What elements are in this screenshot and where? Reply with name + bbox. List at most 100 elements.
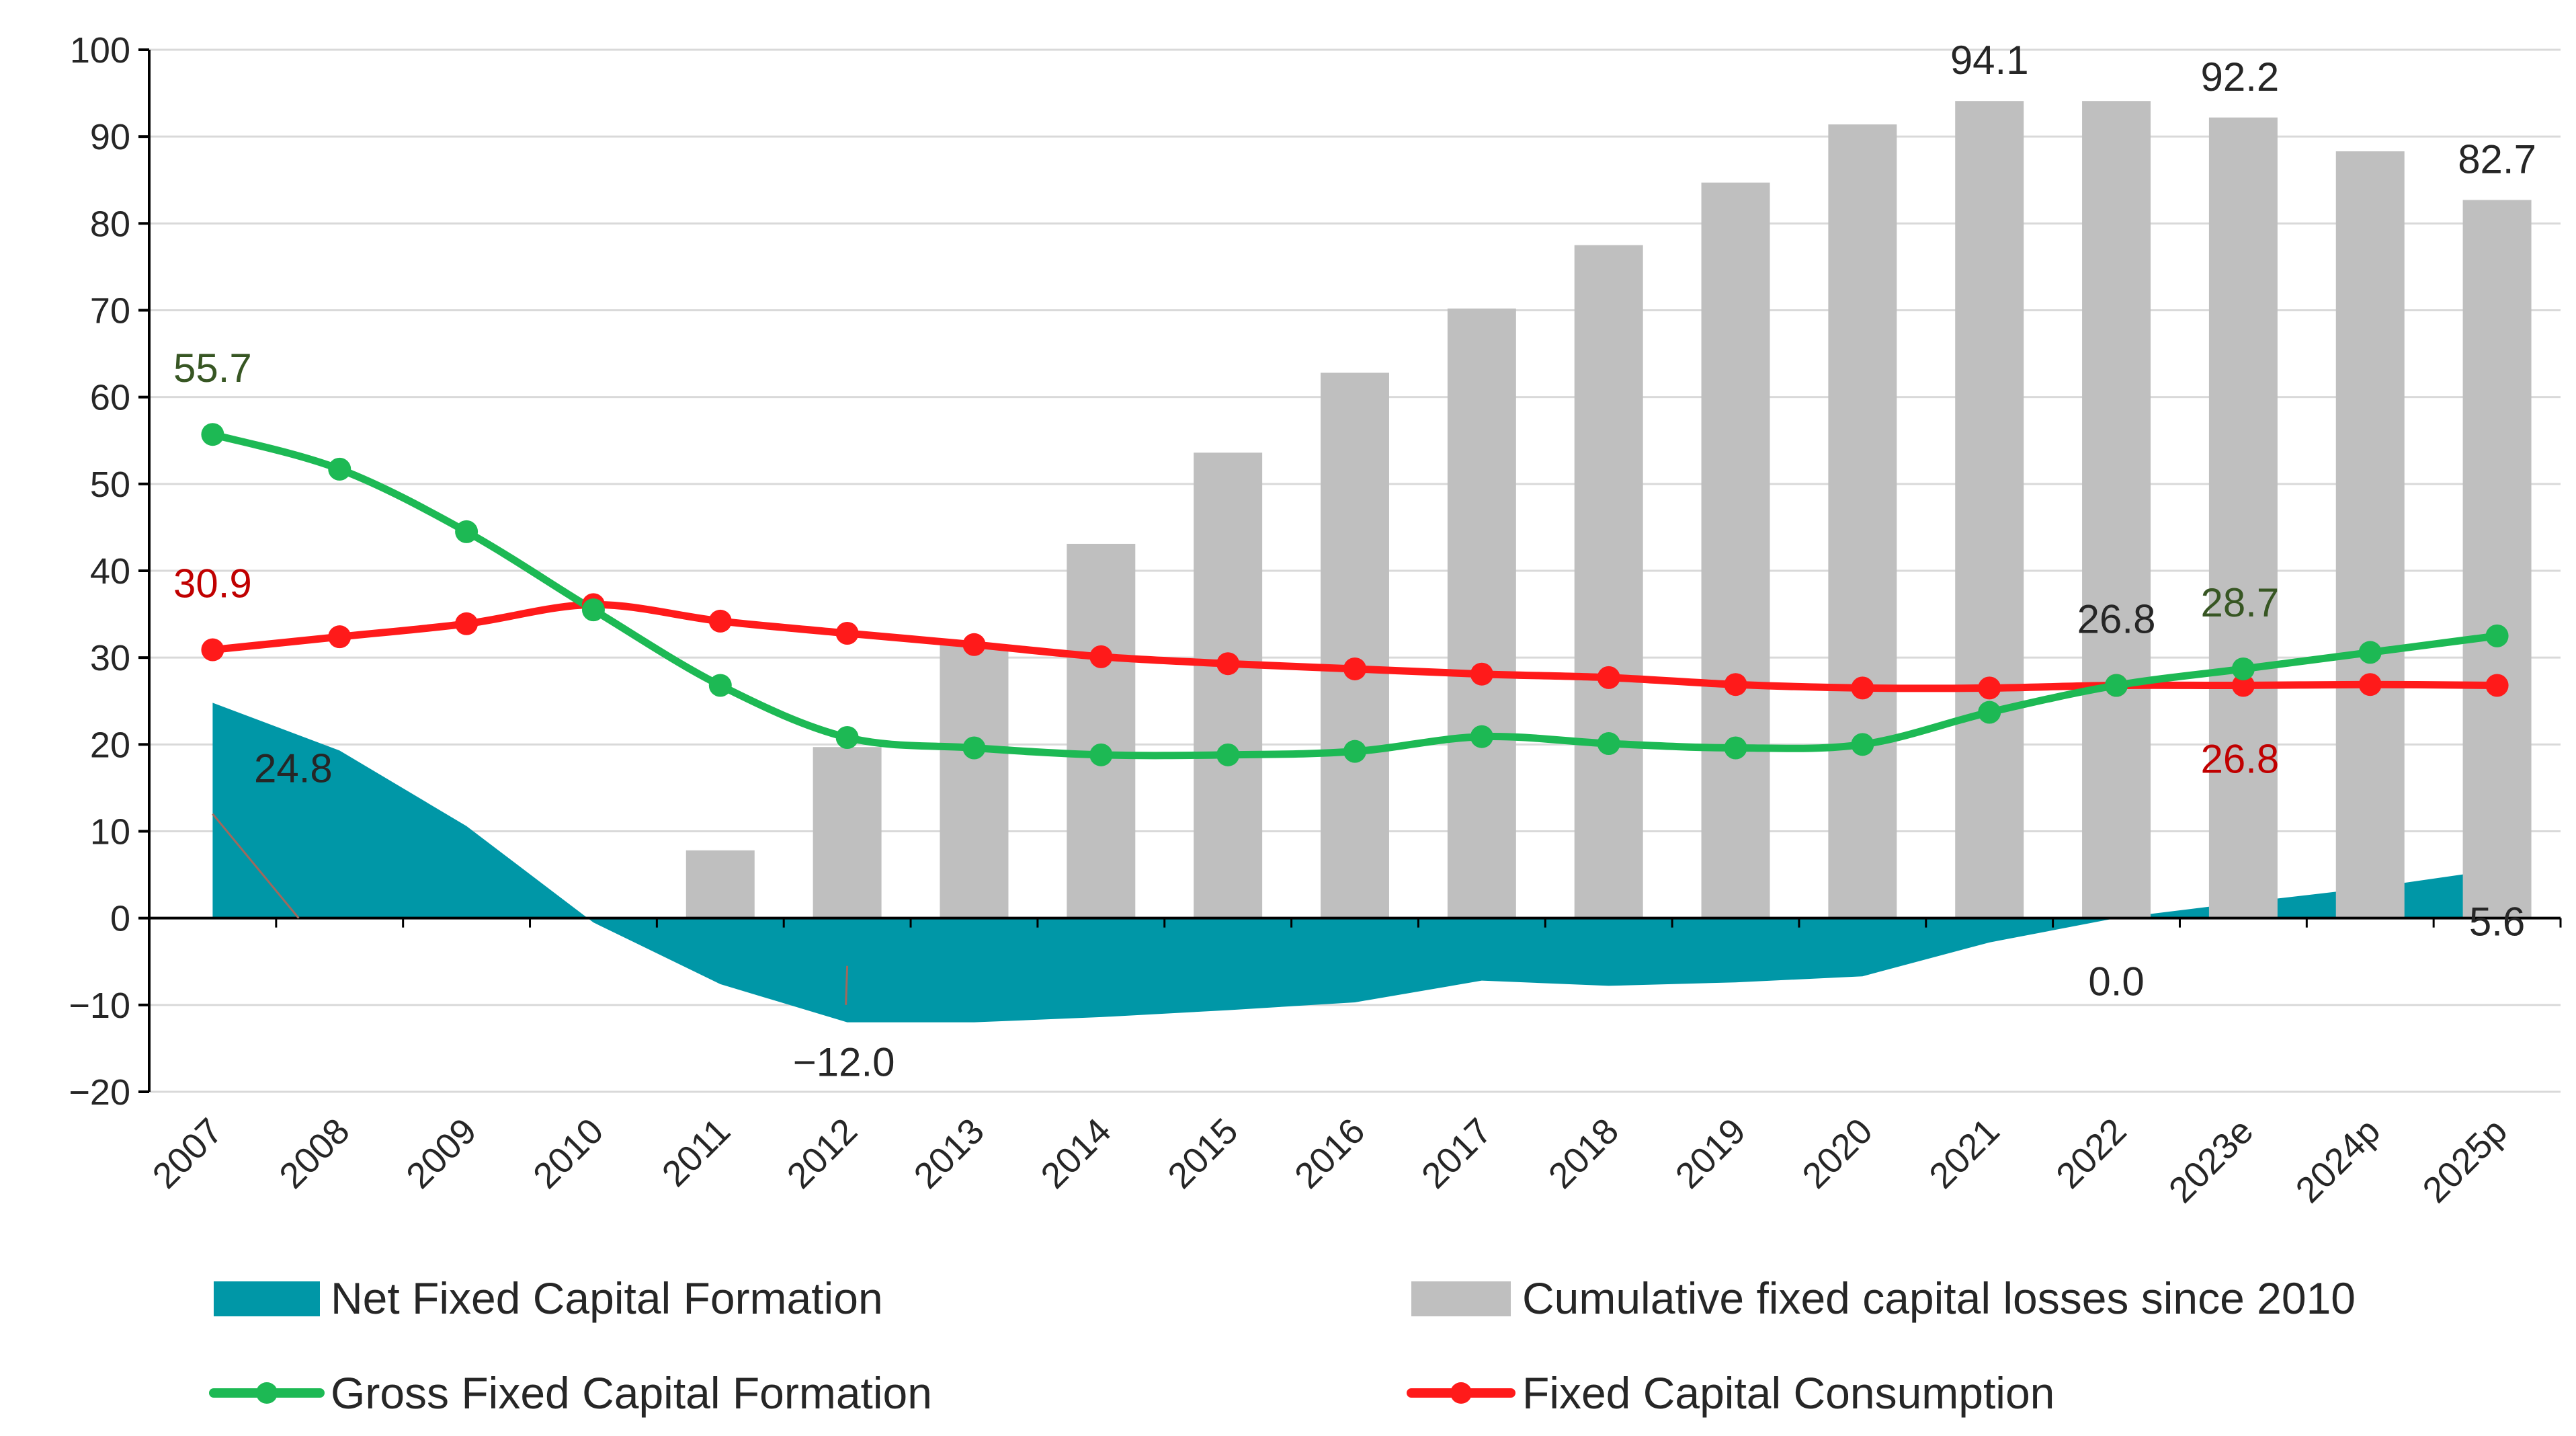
cumulative-loss-bar [1828,124,1897,918]
fixed-capital-consumption-marker [1597,666,1620,689]
gross-fixed-capital-formation-marker [1978,701,2001,724]
data-label: 30.9 [173,561,252,606]
y-tick-label: 0 [110,899,130,939]
legend-item-gross[interactable]: Gross Fixed Capital Formation [209,1368,932,1418]
gross-fixed-capital-formation-marker [201,423,224,446]
gross-fixed-capital-formation-marker [1724,736,1747,760]
y-tick-label: 40 [90,551,130,592]
fixed-capital-consumption-marker [962,633,986,656]
cumulative-loss-bar [2208,117,2278,918]
data-label: −12.0 [793,1040,895,1085]
fixed-capital-consumption-marker [2231,674,2255,697]
fixed-capital-consumption-marker [835,622,859,645]
data-label: 82.7 [2458,136,2536,182]
legend-item-consumption[interactable]: Fixed Capital Consumption [1407,1368,2054,1418]
x-tick-label: 2025p [2415,1111,2515,1211]
data-label: 24.8 [254,746,333,791]
x-tick-label: 2016 [1287,1111,1372,1196]
fixed-capital-consumption-marker [708,609,732,633]
gross-fixed-capital-formation-marker [835,726,859,749]
cumulative-loss-bar [1574,245,1643,918]
gross-fixed-capital-formation-marker [708,674,732,697]
x-tick-label: 2024p [2288,1111,2388,1211]
legend: Net Fixed Capital Formation Cumulative f… [209,1273,2356,1418]
cumulative-loss-bar [940,644,1009,918]
fixed-capital-consumption-marker [1343,657,1366,680]
x-tick-label: 2019 [1668,1111,1753,1196]
cumulative-loss-bar [1067,543,1136,918]
fixed-capital-consumption-marker [1978,676,2001,700]
gross-fixed-capital-formation-marker [455,520,479,543]
fixed-capital-consumption-marker [1724,673,1747,696]
x-tick-label: 2012 [780,1111,865,1196]
gross-fixed-capital-formation-marker [1597,732,1620,756]
label-layer: 55.7 30.9 24.8 −12.0 94.1 92.2 82.7 26.8 28.7 26.… [173,38,2536,1084]
fixed-capital-consumption-marker [201,638,224,662]
cumulative-loss-bar [685,850,755,918]
gross-fixed-capital-formation-marker [1216,743,1240,766]
x-tick-label: 2020 [1794,1111,1880,1196]
x-tick-label: 2015 [1160,1111,1245,1196]
y-tick-label: 60 [90,378,130,418]
marker-layer [201,423,2509,766]
data-label: 94.1 [1950,38,2029,83]
gross-fixed-capital-formation-marker [2231,657,2255,680]
fixed-capital-consumption-marker [2485,674,2509,697]
x-tick-label: 2011 [655,1111,739,1195]
fixed-capital-consumption-marker [1470,662,1493,686]
fixed-capital-consumption-marker [455,612,479,635]
x-tick-label: 2007 [145,1111,231,1196]
fixed-capital-consumption-marker [1216,652,1240,676]
x-tick-label: 2013 [907,1111,992,1196]
leader-layer [212,813,849,1005]
x-tick-label: 2014 [1033,1111,1118,1196]
y-tick-label: 20 [90,725,130,765]
axis-layer: −20 −10 0 10 20 30 40 50 60 70 80 90 100 2007 2008 2009… [69,30,2562,1211]
gross-fixed-capital-formation-marker [2485,624,2509,647]
legend-item-cumulative[interactable]: Cumulative fixed capital losses since 20… [1411,1273,2356,1323]
gross-fixed-capital-formation-marker [1343,740,1366,763]
x-tick-label: 2023e [2161,1111,2261,1211]
net-area-layer [212,703,2497,1023]
x-tick-label: 2022 [2048,1111,2134,1196]
gross-fixed-capital-formation-marker [1470,725,1493,748]
legend-item-net[interactable]: Net Fixed Capital Formation [214,1273,883,1323]
data-label: 26.8 [2077,597,2156,642]
gross-fixed-capital-formation-marker [1089,743,1113,766]
fixed-capital-consumption-marker [2358,673,2382,696]
net-fixed-capital-area [212,703,2497,1023]
fixed-capital-consumption-marker [328,625,351,649]
legend-label-gross: Gross Fixed Capital Formation [331,1368,932,1418]
gross-fixed-capital-formation-marker [328,457,351,481]
y-tick-label: 100 [70,30,130,71]
y-tick-label: 50 [90,465,130,505]
leader-line [212,813,300,919]
y-tick-label: 70 [90,291,130,331]
cumulative-loss-bar [1321,372,1389,918]
legend-label-net: Net Fixed Capital Formation [331,1273,883,1323]
y-tick-label: 90 [90,117,130,157]
y-tick-label: 10 [90,812,130,852]
x-tick-label: 2010 [526,1111,611,1196]
cumulative-loss-bar [1701,182,1770,918]
leader-line [845,965,849,1005]
gross-fixed-capital-formation-marker [2358,641,2382,664]
data-label: 92.2 [2201,54,2280,99]
data-label: 5.6 [2469,899,2525,944]
cumulative-loss-bar [1194,452,1263,918]
cumulative-loss-bar [1955,101,2024,918]
y-tick-label: −10 [69,986,130,1026]
data-label: 55.7 [173,346,252,391]
x-tick-label: 2018 [1541,1111,1626,1196]
legend-swatch-net [214,1281,320,1316]
legend-marker-gross [256,1382,278,1404]
x-tick-label: 2008 [272,1111,357,1196]
x-tick-label: 2009 [399,1111,484,1196]
y-tick-label: 80 [90,204,130,244]
x-tick-label: 2017 [1414,1111,1499,1196]
legend-marker-consumption [1450,1382,1472,1404]
y-tick-label: 30 [90,638,130,678]
y-tick-label: −20 [69,1072,130,1113]
data-label: 28.7 [2201,580,2280,625]
